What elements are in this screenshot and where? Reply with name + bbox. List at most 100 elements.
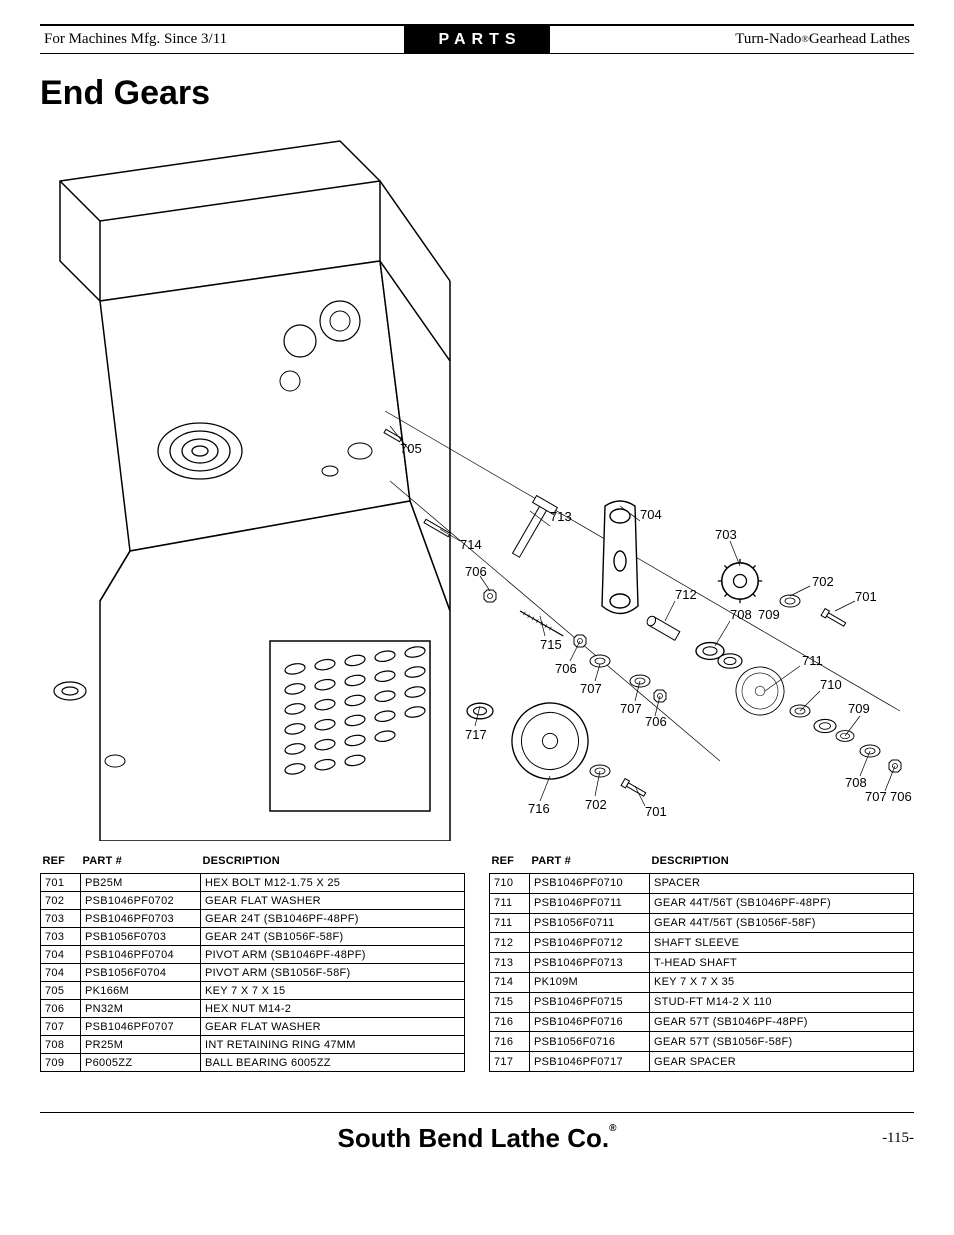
table-row: 706PN32MHEX NUT M14-2	[41, 1000, 465, 1018]
callout-708: 708	[730, 607, 752, 622]
table-cell: 712	[490, 933, 530, 953]
table-row: 703PSB1046PF0703GEAR 24T (SB1046PF-48PF)	[41, 910, 465, 928]
table-row: 709P6005ZZBALL BEARING 6005ZZ	[41, 1054, 465, 1072]
table-cell: PK109M	[530, 972, 650, 992]
table-row: 710PSB1046PF0710SPACER	[490, 874, 914, 894]
header-right-text: Turn-Nado® Gearhead Lathes	[550, 26, 914, 53]
table-cell: 705	[41, 982, 81, 1000]
table-row: 701PB25MHEX BOLT M12-1.75 X 25	[41, 874, 465, 892]
table-cell: KEY 7 X 7 X 15	[201, 982, 465, 1000]
table-cell: SHAFT SLEEVE	[650, 933, 914, 953]
table-cell: PSB1046PF0703	[81, 910, 201, 928]
callout-709b: 709	[848, 701, 870, 716]
table-cell: GEAR 57T (SB1056F-58F)	[650, 1032, 914, 1052]
table-cell: GEAR 24T (SB1056F-58F)	[201, 928, 465, 946]
table-cell: KEY 7 X 7 X 35	[650, 972, 914, 992]
parts-table-left: REF PART # DESCRIPTION 701PB25MHEX BOLT …	[40, 851, 465, 1072]
table-cell: 703	[41, 910, 81, 928]
table-row: 707PSB1046PF0707GEAR FLAT WASHER	[41, 1018, 465, 1036]
callout-714: 714	[460, 537, 482, 552]
table-cell: BALL BEARING 6005ZZ	[201, 1054, 465, 1072]
callout-711: 711	[802, 653, 823, 668]
callout-706c: 706	[555, 661, 577, 676]
table-cell: PSB1046PF0717	[530, 1052, 650, 1072]
table-cell: HEX NUT M14-2	[201, 1000, 465, 1018]
table-cell: GEAR 44T/56T (SB1046PF-48PF)	[650, 893, 914, 913]
table-row: 716PSB1056F0716GEAR 57T (SB1056F-58F)	[490, 1032, 914, 1052]
parts-table-left-body: 701PB25MHEX BOLT M12-1.75 X 25702PSB1046…	[41, 874, 465, 1072]
callout-707: 707	[865, 789, 887, 804]
table-row: 714PK109MKEY 7 X 7 X 35	[490, 972, 914, 992]
callout-717: 717	[465, 727, 487, 742]
callout-701: 701	[855, 589, 877, 604]
table-cell: PSB1046PF0715	[530, 992, 650, 1012]
page-header: For Machines Mfg. Since 3/11 PARTS Turn-…	[40, 24, 914, 54]
table-cell: 715	[490, 992, 530, 1012]
callout-702b: 702	[585, 797, 607, 812]
table-cell: PSB1046PF0711	[530, 893, 650, 913]
table-row: 711PSB1056F0711GEAR 44T/56T (SB1056F-58F…	[490, 913, 914, 933]
footer-brand: South Bend Lathe Co.®	[338, 1123, 617, 1154]
table-cell: 702	[41, 892, 81, 910]
table-cell: STUD-FT M14-2 X 110	[650, 992, 914, 1012]
table-cell: P6005ZZ	[81, 1054, 201, 1072]
callout-713: 713	[550, 509, 572, 524]
col-desc: DESCRIPTION	[201, 851, 465, 874]
table-cell: 714	[490, 972, 530, 992]
col-part: PART #	[530, 851, 650, 874]
table-cell: PSB1056F0703	[81, 928, 201, 946]
table-cell: PSB1056F0716	[530, 1032, 650, 1052]
footer-registered-mark: ®	[609, 1123, 616, 1134]
table-cell: 708	[41, 1036, 81, 1054]
callout-707b: 707	[580, 681, 602, 696]
callout-705: 705	[400, 441, 422, 456]
table-cell: 703	[41, 928, 81, 946]
table-cell: 704	[41, 946, 81, 964]
table-cell: 713	[490, 953, 530, 973]
table-cell: 711	[490, 893, 530, 913]
table-cell: 717	[490, 1052, 530, 1072]
table-cell: PSB1046PF0707	[81, 1018, 201, 1036]
parts-table-right-body: 710PSB1046PF0710SPACER711PSB1046PF0711GE…	[490, 874, 914, 1072]
table-cell: PK166M	[81, 982, 201, 1000]
col-ref: REF	[490, 851, 530, 874]
table-cell: PSB1046PF0716	[530, 1012, 650, 1032]
table-row: 716PSB1046PF0716GEAR 57T (SB1046PF-48PF)	[490, 1012, 914, 1032]
table-cell: GEAR 24T (SB1046PF-48PF)	[201, 910, 465, 928]
table-cell: PSB1046PF0702	[81, 892, 201, 910]
table-cell: PN32M	[81, 1000, 201, 1018]
table-cell: PSB1046PF0710	[530, 874, 650, 894]
table-cell: PR25M	[81, 1036, 201, 1054]
table-row: 703PSB1056F0703GEAR 24T (SB1056F-58F)	[41, 928, 465, 946]
table-row: 704PSB1046PF0704PIVOT ARM (SB1046PF-48PF…	[41, 946, 465, 964]
page-title: End Gears	[40, 74, 914, 113]
footer-brand-text: South Bend Lathe Co.	[338, 1123, 610, 1153]
table-row: 713PSB1046PF0713T-HEAD SHAFT	[490, 953, 914, 973]
callout-706: 706	[890, 789, 912, 804]
table-cell: 704	[41, 964, 81, 982]
col-part: PART #	[81, 851, 201, 874]
header-right-prefix: Turn-Nado	[735, 31, 801, 48]
table-cell: PSB1056F0704	[81, 964, 201, 982]
header-left-text: For Machines Mfg. Since 3/11	[40, 26, 404, 53]
table-cell: SPACER	[650, 874, 914, 894]
callout-709: 709	[758, 607, 780, 622]
callout-702: 702	[812, 574, 834, 589]
footer-page-number: -115-	[882, 1130, 914, 1147]
table-cell: INT RETAINING RING 47MM	[201, 1036, 465, 1054]
table-cell: GEAR FLAT WASHER	[201, 1018, 465, 1036]
table-cell: PSB1056F0711	[530, 913, 650, 933]
header-center-badge: PARTS	[404, 26, 549, 53]
table-row: 717PSB1046PF0717GEAR SPACER	[490, 1052, 914, 1072]
col-desc: DESCRIPTION	[650, 851, 914, 874]
callout-710: 710	[820, 677, 842, 692]
parts-tables: REF PART # DESCRIPTION 701PB25MHEX BOLT …	[40, 851, 914, 1072]
table-row: 704PSB1056F0704PIVOT ARM (SB1056F-58F)	[41, 964, 465, 982]
callout-708b: 708	[845, 775, 867, 790]
callout-706d: 706	[645, 714, 667, 729]
callout-703: 703	[715, 527, 737, 542]
table-cell: PSB1046PF0712	[530, 933, 650, 953]
callout-706b: 706	[465, 564, 487, 579]
callout-704: 704	[640, 507, 662, 522]
callout-707c: 707	[620, 701, 642, 716]
